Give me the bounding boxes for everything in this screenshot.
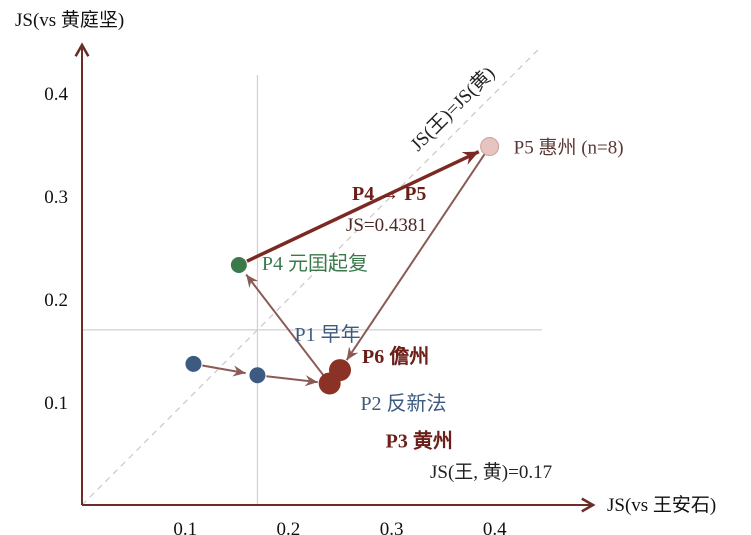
highlight-transition-label: P4 → P5 <box>352 183 426 205</box>
trajectory-arrow-P5-P6 <box>345 153 486 361</box>
x-tick-label: 0.4 <box>483 519 507 535</box>
x-tick-label: 0.1 <box>173 519 197 535</box>
point-label-p3: P3 黄州 <box>386 428 453 452</box>
point-label-p4: P4 元囯起复 <box>262 252 368 275</box>
highlight-arrow-P4-P5 <box>246 150 480 263</box>
trajectory-arrow-P3-P4 <box>245 273 325 377</box>
y-tick-labels: 0.1 0.2 0.3 0.4 <box>44 84 68 414</box>
y-tick-label: 0.4 <box>44 84 68 105</box>
point-label-p6: P6 儋州 <box>362 345 429 368</box>
trajectory-arrows <box>202 150 486 387</box>
point-label-p2: P2 反新法 <box>360 392 446 415</box>
y-tick-label: 0.1 <box>44 393 68 414</box>
reference-value-label: JS(王, 黄)=0.17 <box>430 461 552 483</box>
data-points <box>185 137 500 395</box>
point-p4 <box>230 257 247 274</box>
y-tick-label: 0.3 <box>44 187 68 208</box>
point-p5 <box>480 137 500 157</box>
point-p2 <box>249 367 266 384</box>
point-labels: P1 早年 P2 反新法 P3 黄州 P4 元囯起复 P5 惠州 (n=8) P6 儋州 <box>262 137 624 453</box>
trajectory-arrow-P2-P3 <box>266 375 318 387</box>
y-tick-label: 0.2 <box>44 290 68 311</box>
axes: 0.1 0.2 0.3 0.4 0.1 0.2 0.3 0.4 JS(vs 王安石) JS(… <box>15 9 716 535</box>
equality-diagonal-line <box>81 46 542 506</box>
point-p6 <box>329 359 351 382</box>
point-label-p1: P1 早年 <box>294 323 360 346</box>
trajectory-arrow-P1-P2 <box>202 364 246 377</box>
y-axis-title: JS(vs 黄庭坚) <box>15 9 124 31</box>
x-axis-title: JS(vs 王安石) <box>607 494 716 516</box>
highlight-js-value: JS=0.4381 <box>346 215 427 236</box>
reference-lines <box>81 46 542 506</box>
x-tick-label: 0.2 <box>277 519 301 535</box>
x-tick-labels: 0.1 0.2 0.3 0.4 <box>173 519 507 535</box>
point-label-p5: P5 惠州 (n=8) <box>514 137 624 159</box>
point-p1 <box>185 355 202 372</box>
x-tick-label: 0.3 <box>380 519 404 535</box>
